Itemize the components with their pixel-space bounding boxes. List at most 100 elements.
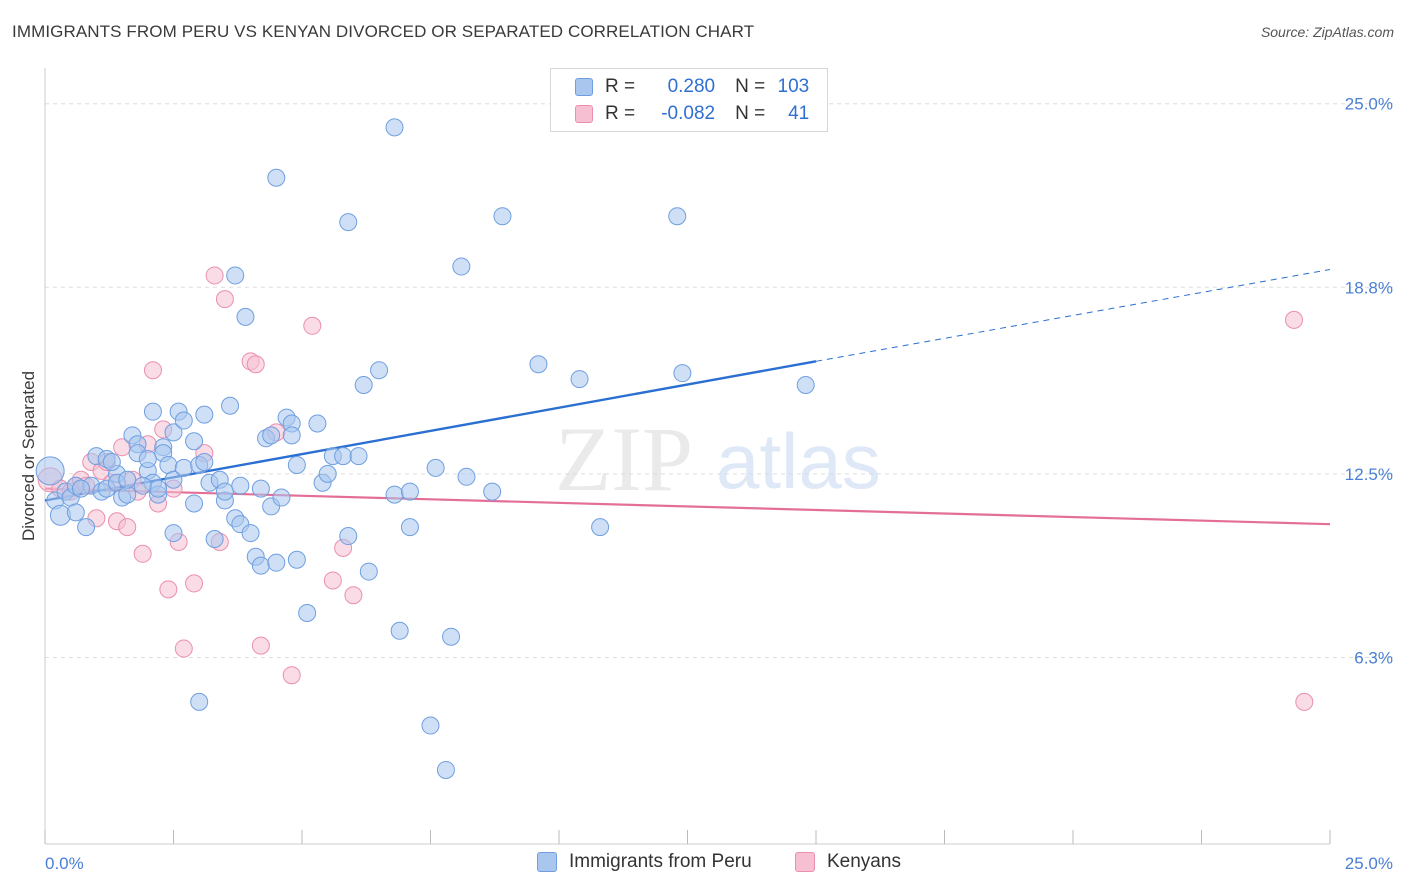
kenyans-point xyxy=(282,666,301,685)
kenyans-point xyxy=(251,636,270,655)
bottom-legend-label: Immigrants from Peru xyxy=(569,851,752,872)
peru-point xyxy=(205,529,224,548)
peru-point xyxy=(174,458,193,477)
legend-row-kenyans: R = -0.082 N = 41 xyxy=(575,102,809,126)
peru-point xyxy=(77,518,96,537)
peru-points xyxy=(35,94,815,779)
legend-r-value: -0.082 xyxy=(661,103,716,124)
peru-point xyxy=(298,604,317,623)
y-tick-label: 6.3% xyxy=(1354,648,1393,667)
bottom-legend-peru: Immigrants from Peru xyxy=(537,851,752,873)
correlation-legend: R = 0.280 N = 103 R = -0.082 N = 41 xyxy=(550,68,828,132)
peru-point xyxy=(287,550,306,569)
grid xyxy=(45,103,1395,658)
peru-point xyxy=(334,447,353,466)
watermark-zip: ZIP xyxy=(555,408,693,510)
y-axis-title: Divorced or Separated xyxy=(19,371,38,541)
peru-point xyxy=(570,370,589,389)
kenyans-point xyxy=(303,316,322,335)
peru-point xyxy=(267,168,286,187)
legend-r-value: 0.280 xyxy=(667,76,716,97)
peru-point xyxy=(370,361,389,380)
peru-point xyxy=(143,402,162,421)
peru-point xyxy=(673,364,692,383)
peru-point xyxy=(195,405,214,424)
peru-point xyxy=(282,426,301,445)
kenyans-point xyxy=(215,290,234,309)
peru-point xyxy=(138,450,157,469)
peru-point xyxy=(385,485,404,504)
legend-swatch-kenyans xyxy=(575,105,593,123)
peru-point xyxy=(426,458,445,477)
peru-point xyxy=(483,482,502,501)
peru-point xyxy=(262,426,281,445)
kenyans-point xyxy=(205,266,224,285)
kenyans-point xyxy=(143,361,162,380)
peru-point xyxy=(591,518,610,537)
bottom-legend-kenyans: Kenyans xyxy=(795,851,901,873)
peru-point xyxy=(529,355,548,374)
peru-point xyxy=(251,479,270,498)
peru-point xyxy=(133,476,152,495)
legend-row-peru: R = 0.280 N = 103 xyxy=(575,75,809,99)
peru-point xyxy=(185,494,204,513)
kenyans-point xyxy=(133,544,152,563)
peru-point xyxy=(149,479,168,498)
bottom-swatch-peru xyxy=(537,852,557,872)
peru-point xyxy=(339,213,358,232)
peru-point xyxy=(164,423,183,442)
kenyans-point xyxy=(344,586,363,605)
peru-point xyxy=(400,482,419,501)
legend-n-label: N = xyxy=(735,76,766,97)
y-tick-label: 18.8% xyxy=(1345,278,1393,297)
peru-point xyxy=(354,376,373,395)
tick-labels: 6.3% 12.5% 18.8% 25.0% 0.0% 25.0% xyxy=(45,95,1393,873)
peru-point xyxy=(796,376,815,395)
peru-point xyxy=(236,307,255,326)
peru-point xyxy=(339,527,358,546)
legend-n-label: N = xyxy=(735,103,766,124)
peru-point xyxy=(442,627,461,646)
kenyans-point xyxy=(1295,692,1314,711)
peru-point xyxy=(174,411,193,430)
kenyans-point xyxy=(1285,310,1304,329)
axes xyxy=(44,68,1331,845)
peru-point xyxy=(226,266,245,285)
legend-r-label: R = xyxy=(605,103,636,124)
peru-point xyxy=(452,257,471,276)
peru-point xyxy=(231,476,250,495)
peru-point xyxy=(164,524,183,543)
peru-trend-projection xyxy=(815,269,1331,362)
peru-point xyxy=(385,118,404,137)
peru-point xyxy=(190,692,209,711)
x-tick-label: 0.0% xyxy=(45,854,84,873)
source-label: Source: ZipAtlas.com xyxy=(1260,24,1394,40)
peru-point xyxy=(71,479,90,498)
chart-title: IMMIGRANTS FROM PERU VS KENYAN DIVORCED … xyxy=(12,22,755,41)
peru-point xyxy=(215,482,234,501)
peru-point xyxy=(241,524,260,543)
peru-point xyxy=(493,207,512,226)
watermark-atlas: atlas xyxy=(716,417,881,505)
kenyans-point xyxy=(159,580,178,599)
peru-point xyxy=(359,562,378,581)
peru-point xyxy=(164,470,183,489)
peru-point xyxy=(66,503,85,522)
kenyans-point xyxy=(118,518,137,537)
x-tick-label: 25.0% xyxy=(1345,854,1393,873)
kenyans-point xyxy=(185,574,204,593)
legend-n-value: 103 xyxy=(777,76,810,97)
peru-point xyxy=(308,414,327,433)
bottom-legend-label: Kenyans xyxy=(827,851,901,872)
bottom-swatch-kenyans xyxy=(795,852,815,872)
legend-n-value: 41 xyxy=(788,103,810,124)
peru-point xyxy=(457,467,476,486)
peru-point xyxy=(421,716,440,735)
peru-point xyxy=(390,621,409,640)
y-tick-label: 25.0% xyxy=(1345,95,1393,114)
legend-r-label: R = xyxy=(605,76,636,97)
peru-point xyxy=(35,456,65,486)
peru-point xyxy=(195,453,214,471)
peru-point xyxy=(272,488,291,507)
